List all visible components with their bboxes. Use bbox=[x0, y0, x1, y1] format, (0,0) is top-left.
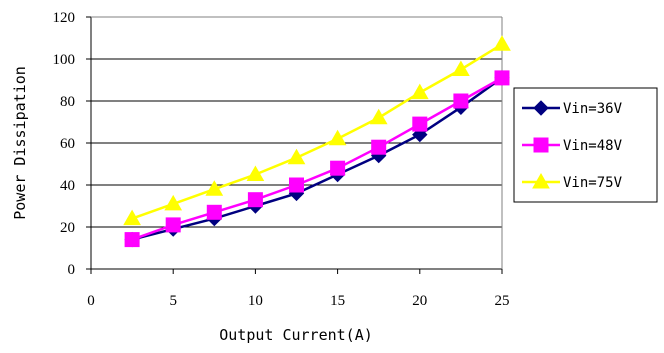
series-line-0 bbox=[131, 76, 503, 241]
x-tick-label-5: 5 bbox=[169, 293, 177, 309]
series-1-point-2 bbox=[206, 204, 222, 220]
series-2-point-2 bbox=[205, 180, 224, 196]
legend-item-0: Vin=36V bbox=[522, 100, 623, 117]
x-tick-label-15: 15 bbox=[330, 293, 345, 309]
x-tick-label-25: 25 bbox=[495, 293, 510, 309]
series-2-point-8 bbox=[452, 60, 470, 76]
x-tick-label-10: 10 bbox=[248, 293, 263, 309]
series-1-point-8 bbox=[453, 93, 469, 109]
series-1-point-6 bbox=[371, 139, 387, 155]
series-2-point-0 bbox=[123, 209, 141, 226]
y-axis-title: Power Dissipation bbox=[11, 66, 29, 220]
series-1-point-3 bbox=[247, 192, 263, 208]
tick-labels: 0 20 40 60 80 100 120 0 5 10 15 20 25 bbox=[53, 10, 510, 309]
series-1-point-0 bbox=[124, 232, 140, 248]
y-tick-label-80: 80 bbox=[60, 94, 75, 110]
series-line-1 bbox=[131, 76, 503, 241]
series-1-point-9 bbox=[494, 70, 510, 86]
legend-marker-1 bbox=[533, 137, 549, 153]
legend-marker-2 bbox=[532, 172, 550, 189]
y-tick-label-100: 100 bbox=[53, 52, 76, 68]
series-2-point-1 bbox=[164, 194, 183, 211]
series-2-point-5 bbox=[328, 129, 347, 146]
legend-label-2: Vin=75V bbox=[563, 175, 623, 191]
series-2-point-6 bbox=[369, 108, 388, 125]
legend-marker-0 bbox=[533, 100, 549, 116]
series-1-point-4 bbox=[289, 177, 304, 193]
legend-item-2: Vin=75V bbox=[522, 172, 623, 191]
series-2-point-7 bbox=[410, 83, 429, 100]
series-1 bbox=[124, 70, 510, 248]
y-tick-label-120: 120 bbox=[53, 10, 76, 26]
legend-label-0: Vin=36V bbox=[563, 101, 623, 117]
x-tick-label-20: 20 bbox=[412, 293, 427, 309]
legend: Vin=36V Vin=48V Vin=75V bbox=[513, 87, 658, 203]
x-axis-title: Output Current(A) bbox=[219, 326, 373, 344]
series-layer bbox=[123, 35, 511, 248]
y-tick-label-40: 40 bbox=[60, 178, 75, 194]
series-line-2 bbox=[131, 43, 503, 220]
series-1-point-5 bbox=[330, 160, 346, 176]
x-tick-label-0: 0 bbox=[87, 293, 95, 309]
series-2-point-3 bbox=[246, 165, 265, 181]
series-1-point-7 bbox=[412, 116, 428, 132]
y-tick-label-60: 60 bbox=[60, 136, 75, 152]
series-2-point-9 bbox=[493, 35, 511, 51]
series-2-point-4 bbox=[287, 148, 306, 165]
legend-item-1: Vin=48V bbox=[522, 137, 623, 154]
legend-label-1: Vin=48V bbox=[563, 138, 623, 154]
series-2 bbox=[123, 35, 511, 226]
y-tick-label-20: 20 bbox=[60, 220, 75, 236]
y-tick-label-0: 0 bbox=[68, 262, 76, 278]
series-1-point-1 bbox=[165, 217, 181, 233]
